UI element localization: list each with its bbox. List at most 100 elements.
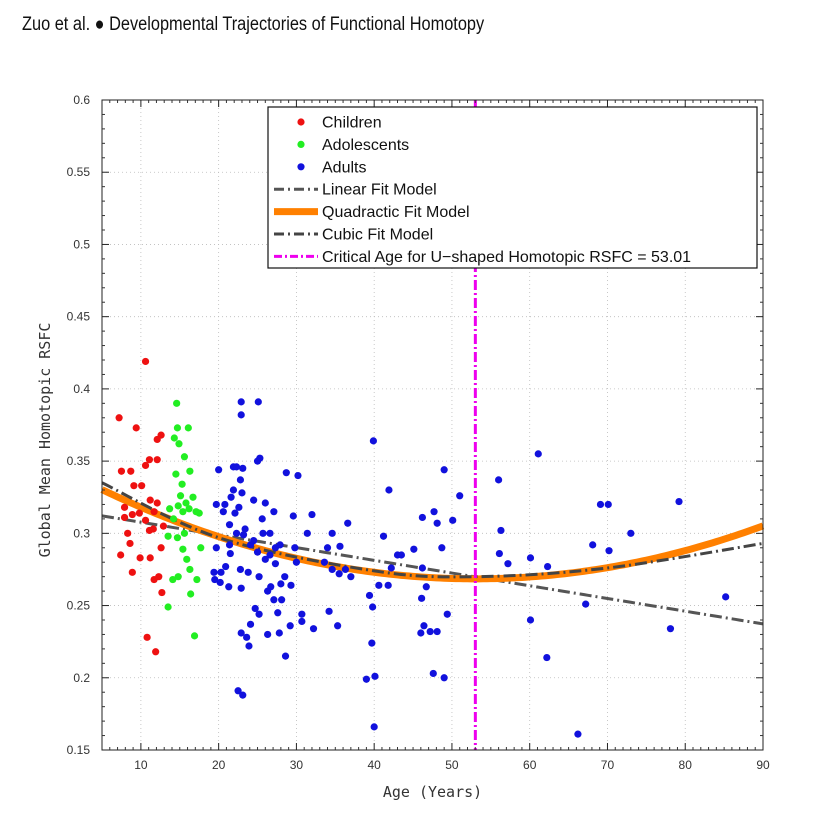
data-point-adolescents — [184, 424, 192, 432]
data-point-adults — [232, 463, 241, 471]
data-point-adolescents — [173, 424, 182, 432]
data-point-adults — [666, 625, 675, 633]
y-tick-label: 0.6 — [73, 93, 90, 107]
data-point-adults — [369, 603, 377, 611]
data-point-adults — [418, 594, 426, 602]
data-point-children — [157, 544, 165, 552]
data-point-children — [153, 499, 161, 507]
legend-adolescents-label: Adolescents — [322, 137, 409, 154]
data-point-adults — [271, 560, 280, 568]
data-point-adults — [270, 596, 278, 604]
data-point-adults — [347, 573, 355, 581]
data-point-children — [146, 496, 154, 504]
data-point-adults — [211, 575, 219, 584]
data-point-adults — [226, 549, 234, 558]
page-header: Zuo et al. ● Developmental Trajectories … — [22, 14, 484, 36]
x-tick-label: 40 — [367, 758, 381, 772]
header-title: Developmental Trajectories of Functional… — [109, 14, 485, 35]
data-point-adults — [417, 629, 425, 637]
data-point-adults — [239, 691, 247, 699]
data-point-children — [128, 568, 136, 576]
legend-box — [267, 106, 758, 269]
data-point-adults — [229, 486, 238, 494]
data-point-adolescents — [197, 544, 205, 552]
data-point-children — [149, 525, 157, 533]
data-point-adults — [210, 568, 218, 576]
data-point-children — [130, 482, 138, 490]
data-point-adults — [281, 573, 289, 581]
data-point-adults — [543, 562, 552, 571]
data-point-adults — [543, 653, 551, 662]
y-axis-label: Global Mean Homotopic RSFC — [36, 323, 54, 558]
data-point-adults — [289, 512, 297, 520]
data-point-children — [145, 456, 154, 464]
data-point-adults — [582, 600, 590, 608]
data-point-adolescents — [190, 632, 199, 640]
x-tick-label: 90 — [756, 758, 770, 772]
data-point-adults — [534, 450, 542, 458]
data-point-children — [141, 357, 150, 366]
data-point-adults — [291, 544, 299, 552]
data-point-adults — [323, 544, 332, 552]
data-point-children — [120, 513, 129, 522]
data-point-children — [124, 529, 132, 537]
data-point-children — [126, 539, 134, 548]
data-point-adults — [433, 627, 441, 636]
data-point-children — [115, 414, 123, 422]
data-point-adults — [589, 541, 597, 549]
data-point-children — [159, 522, 168, 530]
data-point-children — [127, 467, 135, 475]
data-point-adults — [303, 529, 311, 537]
legend-quadratic-label: Quadractic Fit Model — [322, 204, 470, 221]
data-point-adolescents — [179, 508, 187, 516]
data-point-adults — [231, 509, 239, 517]
data-point-adults — [266, 551, 274, 559]
data-point-children — [117, 467, 126, 475]
data-point-adults — [596, 500, 605, 509]
data-point-adolescents — [185, 505, 193, 513]
legend-children-marker — [297, 118, 305, 126]
data-point-adolescents — [179, 545, 187, 553]
y-tick-label: 0.15 — [67, 743, 91, 757]
data-point-adults — [275, 629, 283, 637]
data-point-adults — [605, 547, 613, 555]
data-point-adolescents — [183, 555, 191, 563]
data-point-adults — [420, 622, 428, 630]
x-tick-label: 80 — [679, 758, 693, 772]
data-point-adults — [385, 486, 393, 494]
data-point-adults — [258, 515, 266, 523]
data-point-adults — [430, 508, 438, 516]
data-point-adults — [271, 544, 280, 552]
data-point-children — [143, 633, 151, 641]
legend-critical-label: Critical Age for U−shaped Homotopic RSFC… — [322, 249, 691, 266]
data-point-adults — [298, 617, 306, 626]
data-point-adults — [335, 570, 343, 578]
data-point-adolescents — [189, 493, 197, 501]
data-point-adults — [237, 629, 245, 637]
data-point-adolescents — [178, 480, 186, 488]
data-point-adults — [270, 508, 278, 516]
data-point-adults — [341, 565, 350, 574]
data-point-adolescents — [182, 499, 190, 507]
y-tick-label: 0.2 — [73, 671, 90, 685]
data-point-adults — [264, 630, 272, 639]
y-tick-label: 0.5 — [73, 237, 90, 251]
data-point-adults — [387, 564, 395, 572]
data-point-adults — [328, 529, 336, 537]
data-point-adults — [259, 529, 267, 537]
data-point-adults — [236, 476, 245, 484]
data-point-adults — [236, 565, 245, 574]
data-point-adults — [245, 642, 253, 650]
data-point-adults — [222, 562, 230, 571]
data-point-adults — [422, 583, 430, 591]
data-point-adults — [497, 526, 505, 535]
data-point-adults — [287, 581, 295, 589]
x-tick-label: 10 — [134, 758, 148, 772]
data-point-adults — [375, 581, 383, 589]
data-point-adolescents — [173, 399, 181, 407]
data-point-adults — [336, 542, 344, 550]
data-point-adults — [227, 493, 235, 501]
data-point-children — [150, 508, 158, 516]
legend-adults-label: Adults — [322, 159, 366, 176]
y-tick-label: 0.35 — [67, 454, 91, 468]
